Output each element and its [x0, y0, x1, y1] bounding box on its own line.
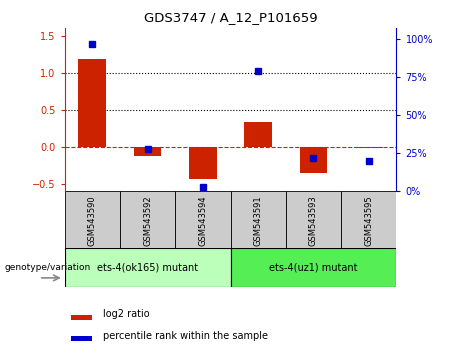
Text: percentile rank within the sample: percentile rank within the sample — [102, 331, 267, 341]
Text: GDS3747 / A_12_P101659: GDS3747 / A_12_P101659 — [144, 11, 317, 24]
Bar — [300, 147, 327, 173]
Bar — [230, 248, 396, 287]
Text: GSM543591: GSM543591 — [254, 196, 263, 246]
Bar — [189, 147, 217, 178]
Text: GSM543590: GSM543590 — [88, 196, 97, 246]
Text: ets-4(uz1) mutant: ets-4(uz1) mutant — [269, 262, 358, 272]
Bar — [244, 122, 272, 147]
Bar — [134, 147, 161, 156]
Bar — [230, 191, 286, 248]
Text: GSM543592: GSM543592 — [143, 196, 152, 246]
Bar — [65, 191, 120, 248]
Text: log2 ratio: log2 ratio — [102, 309, 149, 319]
Bar — [120, 191, 175, 248]
Bar — [286, 191, 341, 248]
Text: ets-4(ok165) mutant: ets-4(ok165) mutant — [97, 262, 198, 272]
Bar — [65, 248, 230, 287]
Bar — [71, 336, 92, 341]
Bar — [78, 59, 106, 147]
Bar — [341, 191, 396, 248]
Text: genotype/variation: genotype/variation — [5, 263, 91, 272]
Text: GSM543595: GSM543595 — [364, 196, 373, 246]
Bar — [175, 191, 230, 248]
Bar — [71, 315, 92, 320]
Text: GSM543594: GSM543594 — [198, 196, 207, 246]
Text: GSM543593: GSM543593 — [309, 196, 318, 246]
Bar — [355, 147, 383, 148]
